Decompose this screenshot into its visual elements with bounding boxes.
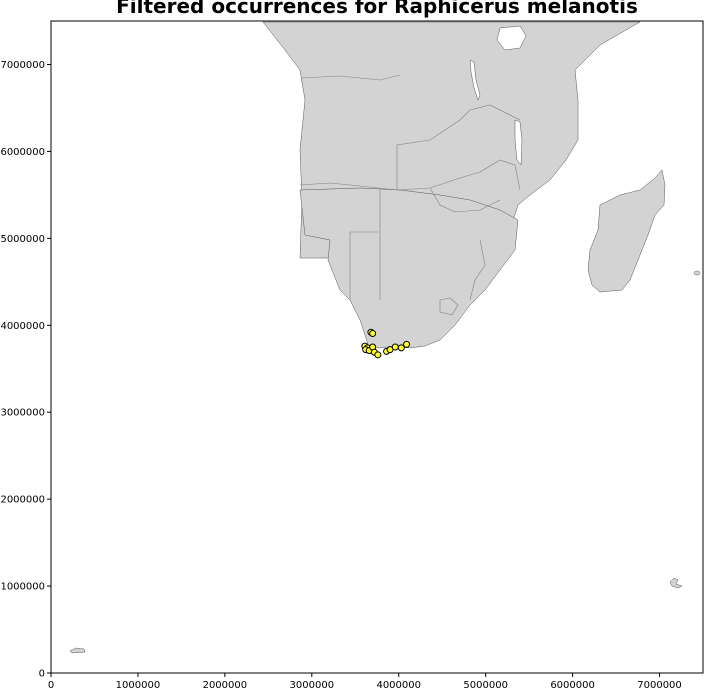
x-tick-label: 0 [48,680,54,690]
x-tick-label: 2000000 [203,680,248,690]
y-tick-label: 3000000 [0,408,45,419]
lake-victoria [496,25,527,51]
ticks: 0 1000000 2000000 3000000 4000000 5000000 6000… [0,60,681,690]
y-tick-label: 5000000 [0,234,45,245]
y-tick-label: 1000000 [0,582,45,593]
island-kerguelen [669,577,683,589]
x-tick-label: 7000000 [637,680,682,690]
land-layer [69,21,701,654]
continent-south [299,187,519,349]
island-madagascar [587,169,666,293]
y-tick-label: 6000000 [0,147,45,158]
plot-frame [50,20,704,674]
y-tick-label: 4000000 [0,321,45,332]
country-borders [299,74,521,316]
occurrence-points [361,328,411,359]
occurrence-point [369,330,377,338]
y-tick-label: 2000000 [0,495,45,506]
lake-malawi [514,119,523,166]
occurrence-point [397,344,405,352]
occurrence-point [374,351,382,359]
occurrence-point [391,343,399,351]
occurrence-point [403,340,411,348]
x-tick-label: 4000000 [376,680,421,690]
x-tick-label: 1000000 [116,680,161,690]
island-southwest [69,647,86,654]
x-tick-label: 6000000 [550,680,595,690]
y-tick-label: 0 [39,669,45,680]
axes [50,20,704,674]
map-title: Filtered occurrences for Raphicerus mela… [116,0,638,18]
x-tick-label: 3000000 [290,680,335,690]
y-tick-label: 7000000 [0,60,45,71]
lake-tanganyika [469,59,481,101]
island-east [693,270,701,276]
x-tick-label: 5000000 [463,680,508,690]
